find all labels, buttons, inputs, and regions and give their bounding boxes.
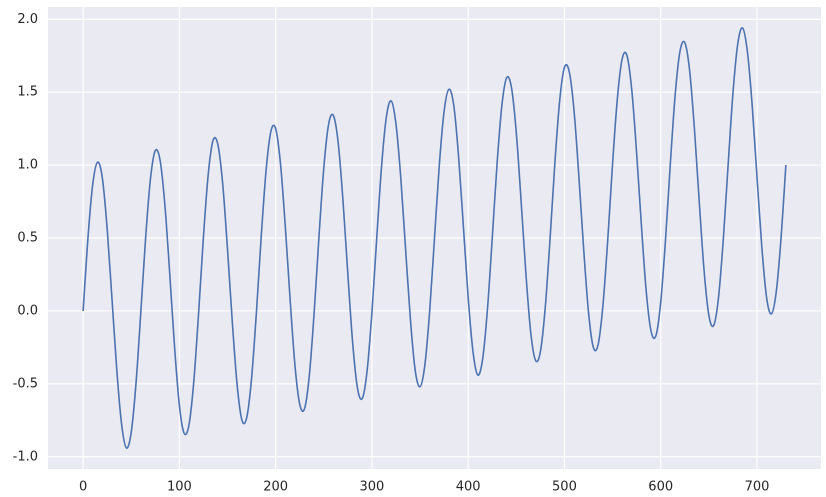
y-tick-label: -1.0 xyxy=(13,449,38,464)
x-tick-label: 400 xyxy=(456,480,481,495)
y-tick-label: 1.0 xyxy=(17,158,38,173)
y-tick-label: 0.0 xyxy=(17,303,38,318)
x-tick-label: 600 xyxy=(648,480,673,495)
x-tick-label: 500 xyxy=(552,480,577,495)
y-tick-label: -0.5 xyxy=(13,376,38,391)
data-line xyxy=(82,27,787,449)
x-tick-label: 200 xyxy=(263,480,288,495)
x-tick-label: 700 xyxy=(745,480,770,495)
y-tick-label: 2.0 xyxy=(17,12,38,27)
x-tick-label: 0 xyxy=(79,480,87,495)
y-tick-label: 0.5 xyxy=(17,231,38,246)
x-tick-label: 300 xyxy=(360,480,385,495)
y-tick-label: 1.5 xyxy=(17,85,38,100)
x-tick-label: 100 xyxy=(167,480,192,495)
